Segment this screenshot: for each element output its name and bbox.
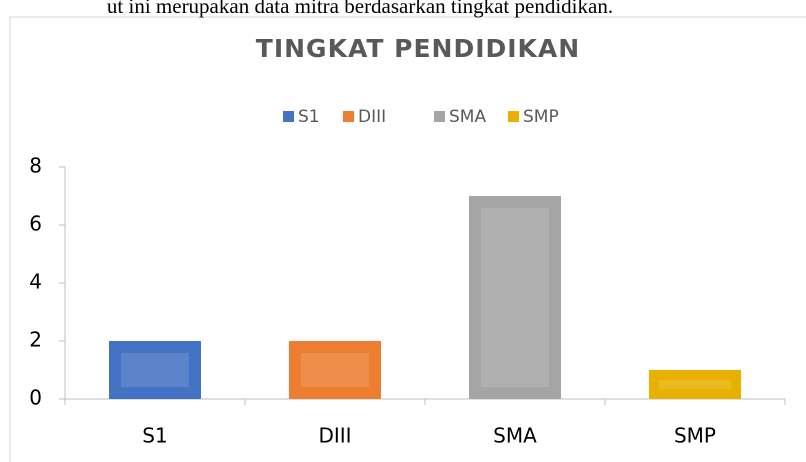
y-tick-label: 2 [29,328,42,352]
bar-highlight [658,379,732,390]
legend-label: SMP [523,107,559,127]
legend-swatch [283,111,294,122]
x-tick-label: DIII [318,424,351,448]
chart-title: TINGKAT PENDIDIKAN [256,34,580,63]
y-tick-label: 6 [29,212,42,236]
y-tick-label: 4 [29,270,42,294]
y-tick-label: 8 [29,154,42,178]
bar [469,196,561,399]
x-tick-label: SMP [674,424,716,448]
bar-highlight [301,353,369,387]
bar-highlight [481,208,549,387]
legend-label: S1 [298,107,320,127]
legend-swatch [508,111,519,122]
legend-swatch [434,111,445,122]
bar [289,341,381,399]
legend-swatch [343,111,354,122]
bar [109,341,201,399]
x-tick-label: SMA [493,424,537,448]
legend-label: SMA [449,107,486,127]
x-tick-label: S1 [142,424,167,448]
bar-highlight [121,353,189,387]
y-tick-label: 0 [29,386,42,410]
legend-label: DIII [358,107,386,127]
bar [649,370,741,399]
caption: ut ini merupakan data mitra berdasarkan … [107,0,613,18]
